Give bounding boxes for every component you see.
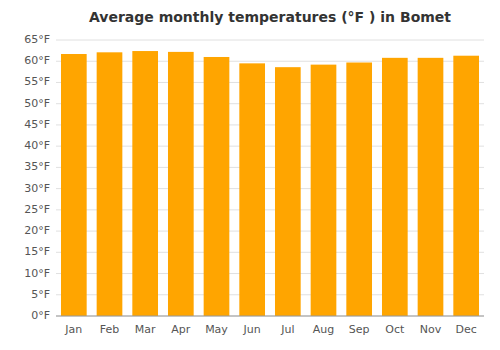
x-tick-label: Oct — [385, 323, 405, 336]
y-axis: 0°F 5°F 10°F 15°F 20°F 25°F 30°F 35°F 40°F 45°F 50… — [24, 33, 50, 322]
bar — [61, 54, 87, 316]
grid-line — [56, 316, 484, 317]
bar — [453, 56, 479, 316]
x-tick-label: Mar — [135, 323, 156, 336]
y-tick-label: 55°F — [24, 75, 50, 88]
x-tick-label: Nov — [420, 323, 442, 336]
bar — [382, 58, 408, 316]
y-tick-label: 25°F — [24, 203, 50, 216]
y-tick-label: 5°F — [31, 288, 50, 301]
x-tick-label: Feb — [100, 323, 119, 336]
x-tick-label: Sep — [349, 323, 370, 336]
x-tick-label: Dec — [456, 323, 477, 336]
y-tick-label: 65°F — [24, 33, 50, 46]
bar — [275, 67, 301, 316]
x-tick-label: Jan — [64, 323, 82, 336]
bar — [168, 52, 194, 316]
bar — [418, 58, 444, 316]
x-tick-label: Aug — [313, 323, 334, 336]
title: Average monthly temperatures (°F ) in Bo… — [89, 9, 451, 25]
x-axis-line — [56, 316, 484, 317]
bar — [132, 51, 158, 316]
grid-line — [56, 40, 484, 41]
y-tick-label: 30°F — [24, 182, 50, 195]
x-tick-label: Jun — [243, 323, 261, 336]
bar — [239, 63, 265, 316]
x-tick-label: May — [205, 323, 228, 336]
grid — [56, 40, 484, 316]
bar — [311, 65, 337, 316]
y-tick-label: 60°F — [24, 54, 50, 67]
x-tick-label: Apr — [171, 323, 191, 336]
y-tick-label: 10°F — [24, 267, 50, 280]
bar — [346, 63, 372, 316]
y-tick-label: 0°F — [31, 309, 50, 322]
y-tick-label: 50°F — [24, 97, 50, 110]
chart: Average monthly temperatures (°F ) in Bo… — [0, 0, 500, 350]
bar — [204, 57, 230, 316]
chart-container: Average monthly temperatures (°F ) in Bo… — [0, 0, 500, 350]
x-tick-label: Jul — [280, 323, 294, 336]
bars — [61, 51, 479, 316]
y-tick-label: 15°F — [24, 245, 50, 258]
y-tick-label: 20°F — [24, 224, 50, 237]
bar — [97, 52, 123, 316]
x-axis: Jan Feb Mar Apr May Jun Jul Aug Sep Oct Nov Dec — [56, 316, 484, 336]
y-tick-label: 45°F — [24, 118, 50, 131]
y-tick-label: 40°F — [24, 139, 50, 152]
y-tick-label: 35°F — [24, 160, 50, 173]
